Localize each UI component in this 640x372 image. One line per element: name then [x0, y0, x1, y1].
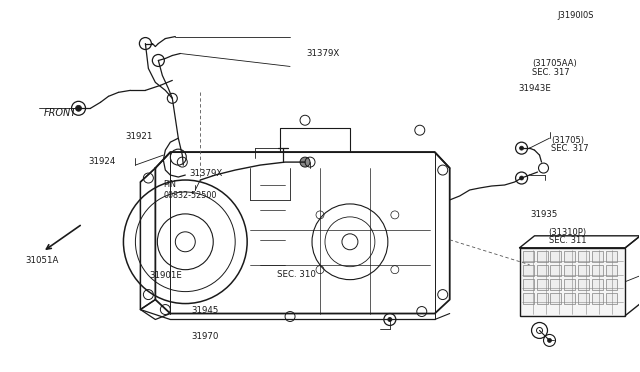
Text: SEC. 317: SEC. 317 — [532, 68, 570, 77]
Bar — [536, 279, 547, 290]
Bar — [536, 265, 547, 276]
Bar — [564, 251, 575, 262]
Bar — [564, 279, 575, 290]
Circle shape — [388, 318, 392, 321]
Bar — [606, 293, 618, 304]
Text: 31379X: 31379X — [306, 49, 339, 58]
Text: (31705): (31705) — [551, 136, 584, 145]
Text: SEC. 311: SEC. 311 — [548, 236, 586, 246]
Bar — [564, 293, 575, 304]
Circle shape — [76, 105, 81, 111]
Bar — [520, 248, 625, 315]
Bar — [550, 293, 561, 304]
Text: 31924: 31924 — [89, 157, 116, 166]
Text: 31051A: 31051A — [25, 256, 58, 264]
Bar — [593, 293, 604, 304]
Bar — [593, 251, 604, 262]
Bar — [579, 293, 589, 304]
Text: 31379X: 31379X — [189, 169, 223, 178]
Circle shape — [547, 339, 552, 342]
Text: FRONT: FRONT — [44, 108, 77, 118]
Text: PIN: PIN — [164, 180, 177, 189]
Bar — [550, 265, 561, 276]
Text: 00832-52500: 00832-52500 — [164, 191, 217, 200]
Circle shape — [520, 176, 524, 180]
Text: (31310P): (31310P) — [548, 228, 587, 237]
Bar — [579, 279, 589, 290]
Bar — [522, 279, 534, 290]
Bar — [522, 293, 534, 304]
Text: SEC. 317: SEC. 317 — [551, 144, 589, 153]
Text: (31705AA): (31705AA) — [532, 59, 577, 68]
Bar — [550, 279, 561, 290]
Text: 31901E: 31901E — [150, 271, 182, 280]
Bar — [536, 293, 547, 304]
Text: 31943E: 31943E — [518, 84, 551, 93]
Bar — [522, 251, 534, 262]
Text: 31921: 31921 — [126, 132, 153, 141]
Bar — [593, 265, 604, 276]
Bar — [606, 279, 618, 290]
Bar — [536, 251, 547, 262]
Bar — [579, 265, 589, 276]
Bar — [550, 251, 561, 262]
Text: 31945: 31945 — [191, 306, 218, 315]
Bar — [606, 251, 618, 262]
Text: 31970: 31970 — [191, 331, 218, 341]
Bar — [606, 265, 618, 276]
Text: J3190l0S: J3190l0S — [557, 11, 594, 20]
Bar — [593, 279, 604, 290]
Bar — [522, 265, 534, 276]
Circle shape — [300, 157, 310, 167]
Text: SEC. 310: SEC. 310 — [276, 270, 316, 279]
Bar — [564, 265, 575, 276]
Bar — [579, 251, 589, 262]
Text: 31935: 31935 — [531, 211, 558, 219]
Circle shape — [520, 146, 524, 150]
